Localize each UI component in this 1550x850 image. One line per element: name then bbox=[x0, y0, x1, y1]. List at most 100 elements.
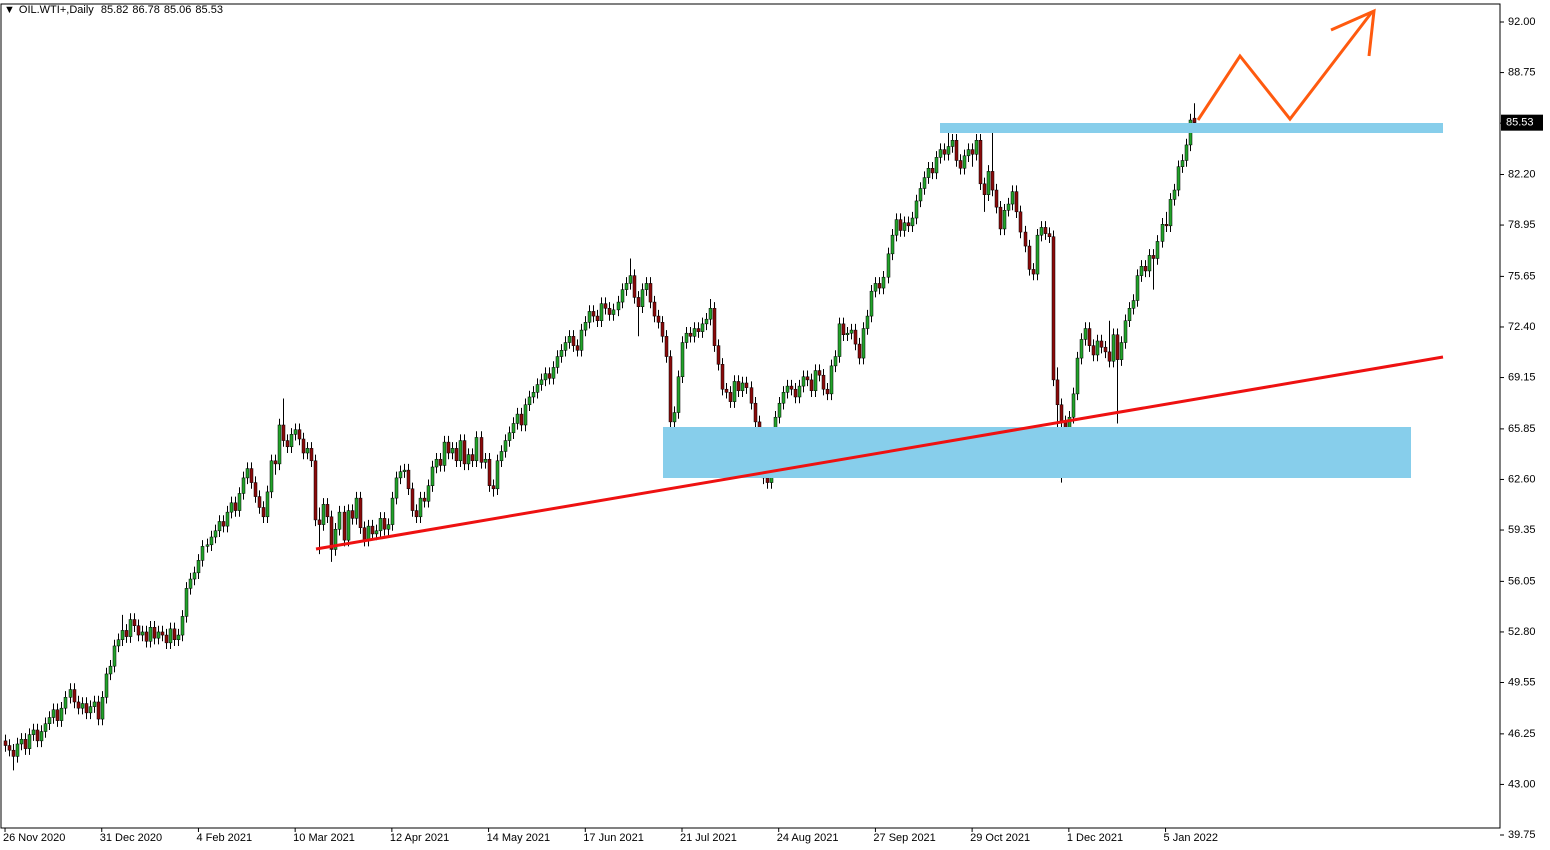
candle-body bbox=[1127, 308, 1132, 321]
candle-body bbox=[1164, 224, 1169, 227]
candle-body bbox=[1083, 328, 1088, 340]
y-tick-label: 59.35 bbox=[1508, 524, 1536, 536]
candle-body bbox=[954, 140, 959, 161]
candle-body bbox=[209, 536, 214, 546]
candle-body bbox=[59, 707, 64, 721]
candle-body bbox=[265, 491, 270, 518]
candle-body bbox=[845, 332, 850, 336]
y-tick-label: 49.55 bbox=[1508, 676, 1536, 688]
x-tick-label: 14 May 2021 bbox=[487, 832, 551, 844]
candle-body bbox=[970, 149, 975, 155]
candle-body bbox=[660, 322, 665, 337]
candle-body bbox=[140, 631, 145, 636]
candle-body bbox=[990, 171, 995, 191]
candle-body bbox=[712, 308, 717, 346]
candle-body bbox=[1107, 351, 1112, 362]
candle-body bbox=[700, 323, 705, 332]
x-tick-label: 24 Aug 2021 bbox=[777, 832, 839, 844]
candle-body bbox=[628, 275, 633, 284]
candle-body bbox=[1075, 357, 1080, 395]
candle-body bbox=[624, 283, 629, 290]
candle-body bbox=[749, 387, 754, 404]
candle-body bbox=[309, 448, 314, 462]
candle-body bbox=[124, 630, 129, 637]
candle-body bbox=[559, 350, 564, 357]
candle-body bbox=[39, 731, 44, 742]
candle-body bbox=[922, 177, 927, 189]
candle-body bbox=[257, 496, 262, 508]
candle-body bbox=[825, 388, 830, 395]
arrow-head bbox=[1330, 8, 1376, 57]
candle-body bbox=[503, 440, 508, 452]
candle-body bbox=[833, 356, 838, 367]
candle-body bbox=[112, 645, 117, 667]
symbol: OIL.WTI+,Daily bbox=[18, 4, 94, 16]
candle-body bbox=[793, 388, 798, 398]
open: 85.82 bbox=[100, 4, 129, 16]
candle-body bbox=[1147, 255, 1152, 272]
candle-body bbox=[285, 440, 290, 448]
candle-body bbox=[507, 432, 512, 441]
menu-triangle: ▼ bbox=[4, 4, 15, 16]
candle-body bbox=[180, 616, 185, 636]
y-tick-label: 88.75 bbox=[1508, 66, 1536, 78]
candle-body bbox=[918, 188, 923, 202]
candle-body bbox=[958, 160, 963, 169]
candle-body bbox=[495, 460, 500, 490]
candle-body bbox=[898, 219, 903, 231]
candle-body bbox=[1091, 345, 1096, 356]
candle-body bbox=[374, 530, 379, 535]
candle-body bbox=[1123, 320, 1128, 343]
candle-body bbox=[865, 315, 870, 329]
y-tick-label: 72.40 bbox=[1508, 321, 1536, 333]
candle-body bbox=[442, 441, 447, 466]
candle-body bbox=[543, 373, 548, 381]
candle-body bbox=[926, 168, 931, 178]
low: 85.06 bbox=[163, 4, 192, 16]
candle-body bbox=[789, 385, 794, 390]
candle-body bbox=[950, 140, 955, 147]
candle-body bbox=[148, 627, 153, 642]
candle-body bbox=[523, 404, 528, 426]
candle-body bbox=[648, 283, 653, 303]
candle-body bbox=[289, 434, 294, 448]
candle-body bbox=[430, 466, 435, 486]
x-tick-label: 26 Nov 2020 bbox=[3, 832, 65, 844]
candle-body bbox=[1010, 191, 1015, 205]
candle-body bbox=[1006, 203, 1011, 211]
y-tick-label: 69.15 bbox=[1508, 371, 1536, 383]
candle-body bbox=[672, 412, 677, 423]
candle-body bbox=[233, 502, 238, 511]
candle-body bbox=[132, 619, 137, 626]
candle-body bbox=[732, 381, 737, 402]
candle-body bbox=[333, 528, 338, 550]
candle-body bbox=[527, 396, 532, 406]
candle-body bbox=[7, 745, 12, 751]
candle-body bbox=[1180, 160, 1185, 167]
candle-body bbox=[23, 739, 28, 749]
candle-body bbox=[813, 370, 818, 392]
candle-body bbox=[930, 168, 935, 174]
x-tick-label: 1 Dec 2021 bbox=[1067, 832, 1123, 844]
candle-body bbox=[998, 206, 1003, 230]
candle-body bbox=[184, 588, 189, 617]
candle-body bbox=[337, 511, 342, 530]
candle-body bbox=[616, 301, 621, 311]
y-tick-label: 78.95 bbox=[1508, 219, 1536, 231]
candle-body bbox=[466, 454, 471, 465]
candle-body bbox=[450, 448, 455, 454]
candle-body bbox=[890, 234, 895, 255]
candle-body bbox=[797, 385, 802, 398]
candle-body bbox=[261, 507, 266, 518]
candle-body bbox=[966, 149, 971, 157]
candle-body bbox=[821, 374, 826, 390]
candle-body bbox=[68, 689, 73, 698]
x-tick-label: 31 Dec 2020 bbox=[100, 832, 162, 844]
candle-body bbox=[708, 308, 713, 320]
candle-body bbox=[744, 382, 749, 388]
candle-body bbox=[777, 402, 782, 418]
candle-body bbox=[156, 631, 161, 639]
candle-body bbox=[886, 253, 891, 278]
